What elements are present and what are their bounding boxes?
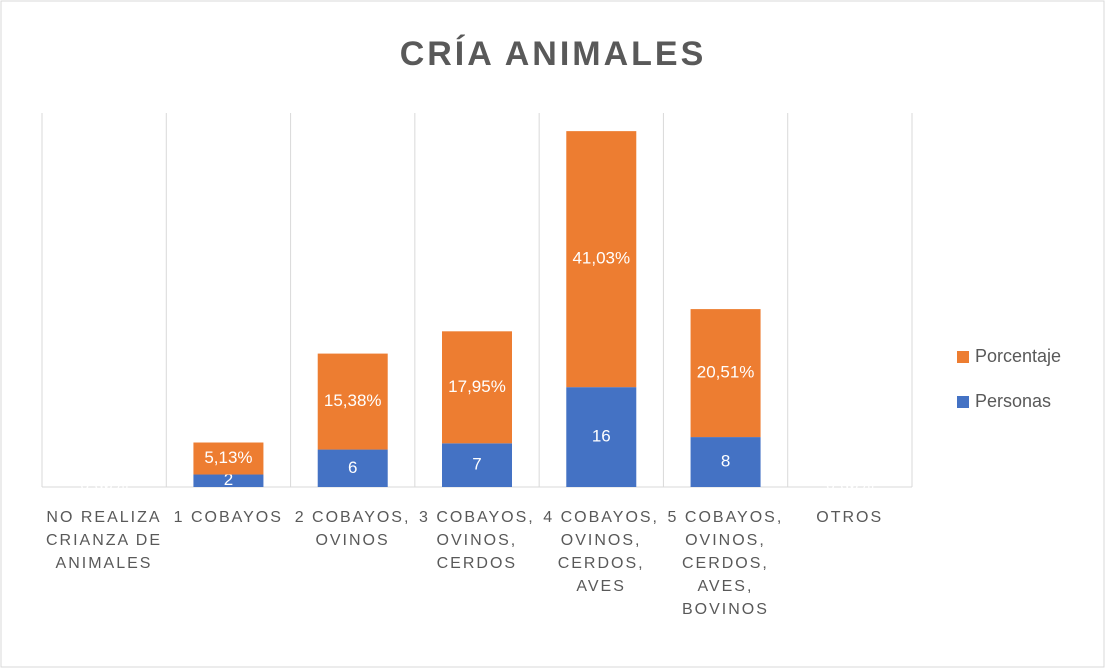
data-label: 41,03% xyxy=(572,249,630,268)
data-label: 7 xyxy=(472,455,481,474)
data-label: 0,00% xyxy=(826,474,874,493)
legend-swatch xyxy=(957,396,969,408)
bar-segment xyxy=(442,443,512,487)
data-label: 16 xyxy=(592,427,611,446)
x-tick-label: NO REALIZA CRIANZA DE ANIMALES xyxy=(45,509,162,572)
x-tick-label: 5 COBAYOS, OVINOS, CERDOS, AVES, BOVINOS xyxy=(667,509,784,618)
bar-segment xyxy=(317,353,388,450)
data-label: 6 xyxy=(348,458,357,477)
bar-segment xyxy=(193,474,264,487)
data-label: 0,00% xyxy=(80,474,128,493)
data-label: 15,38% xyxy=(324,391,382,410)
legend-label: Porcentaje xyxy=(975,346,1061,366)
data-label: 0 xyxy=(845,474,854,493)
bar-segment xyxy=(690,309,761,438)
bar-segment xyxy=(690,437,761,487)
bar-segment xyxy=(193,442,264,475)
chart-title: CRÍA ANIMALES xyxy=(400,35,707,73)
data-label: 8 xyxy=(721,452,730,471)
data-label: 2 xyxy=(224,470,233,489)
x-tick-label: 3 COBAYOS, OVINOS, CERDOS xyxy=(418,509,535,572)
x-tick-label: 2 COBAYOS, OVINOS xyxy=(294,509,411,549)
bar-segment xyxy=(317,449,388,487)
data-label: 17,95% xyxy=(448,377,506,396)
legend-swatch xyxy=(957,351,969,363)
x-tick-label: OTROS xyxy=(816,509,884,526)
x-tick-label: 1 COBAYOS xyxy=(173,509,283,526)
legend-label: Personas xyxy=(975,391,1051,411)
x-tick-label: 4 COBAYOS, OVINOS, CERDOS, AVES xyxy=(543,509,659,595)
data-label: 20,51% xyxy=(697,363,755,382)
bar-segment xyxy=(566,387,637,487)
bar-segment xyxy=(442,331,512,444)
data-label: 5,13% xyxy=(204,448,252,467)
bar-segment xyxy=(566,131,637,388)
data-label: 0 xyxy=(99,474,108,493)
